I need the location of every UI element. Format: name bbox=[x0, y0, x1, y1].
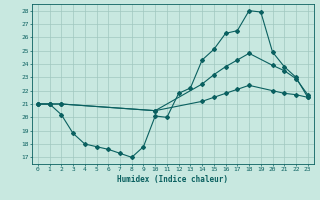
X-axis label: Humidex (Indice chaleur): Humidex (Indice chaleur) bbox=[117, 175, 228, 184]
